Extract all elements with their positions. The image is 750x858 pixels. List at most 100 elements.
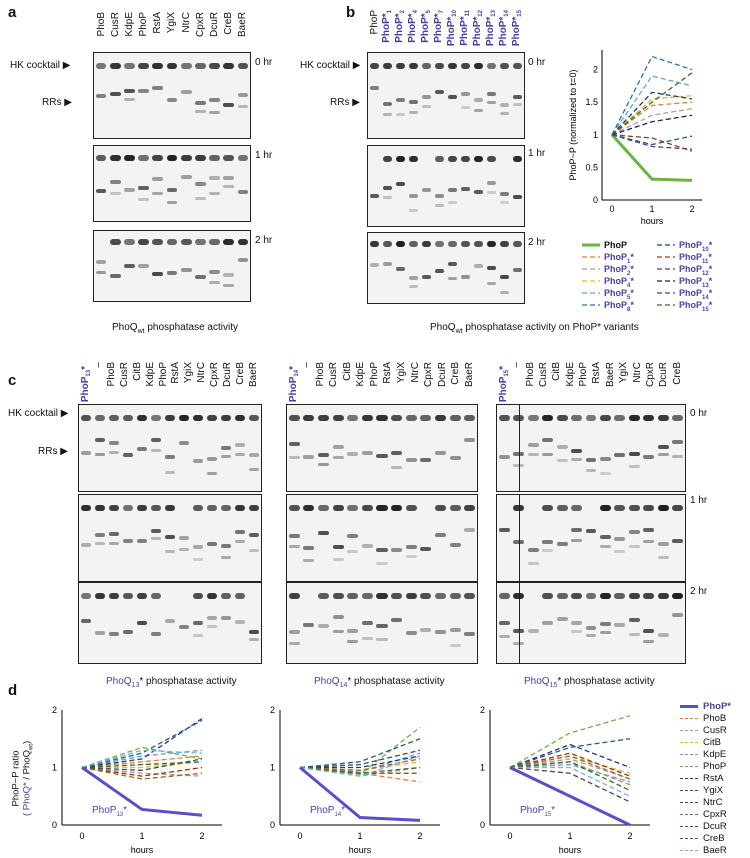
gel-band	[473, 108, 484, 112]
gel-band	[152, 86, 164, 91]
gel-band	[405, 505, 417, 512]
panel-d-legend: PhoP* PhoB CusR CitB KdpE PhoP RstA YgiX NtrC Cpx…	[680, 700, 750, 856]
gel-band	[512, 103, 523, 107]
gel-band	[150, 528, 162, 533]
gel-band	[513, 415, 525, 422]
lane-label: RstA	[170, 362, 182, 384]
legend-swatch	[680, 765, 698, 767]
gel-band	[499, 241, 510, 248]
gel-band	[527, 452, 539, 456]
gel-band	[209, 176, 220, 181]
rr-series-line-10	[299, 766, 421, 774]
lane-label: PhoP*1	[380, 10, 393, 43]
legend-label: PhoP2*	[604, 264, 634, 277]
chart-annotation: PhoP15*	[520, 805, 555, 818]
gel-band	[223, 185, 235, 189]
lane-label: CusR	[109, 12, 121, 38]
panel-b-time-1: 1 hr	[528, 148, 546, 159]
gel-band	[614, 505, 626, 512]
gel-band	[150, 592, 162, 599]
gel-band	[223, 239, 235, 246]
lane-label: DcuR	[208, 12, 220, 38]
lane-label: PhoP*4	[406, 10, 419, 43]
gel-band	[395, 266, 406, 271]
series-line-11	[611, 72, 693, 136]
gel-band	[498, 592, 510, 599]
gel-band	[138, 198, 149, 202]
legend-label: CitB	[703, 736, 721, 748]
gel-band	[657, 592, 669, 599]
panel-c-gel-0-t1	[78, 494, 262, 582]
lane-label: PhoB	[95, 12, 107, 37]
gel-band	[138, 89, 149, 94]
gel-band	[164, 534, 176, 539]
gel-band	[317, 592, 330, 599]
gel-band	[391, 592, 403, 599]
gel-band	[138, 63, 149, 70]
gel-band	[138, 263, 149, 268]
legend-label: PhoP1*	[604, 252, 634, 265]
gel-band	[434, 505, 446, 512]
gel-band	[657, 633, 669, 638]
gel-band	[405, 457, 417, 462]
gel-band	[194, 239, 206, 246]
panel-b-time-2: 2 hr	[528, 237, 546, 248]
rr-series-line-11	[81, 749, 203, 769]
gel-band	[136, 446, 148, 451]
x-axis-label: hours	[131, 845, 154, 855]
x-tick-label: 0	[507, 831, 512, 841]
gel-band	[599, 545, 611, 549]
gel-band	[657, 556, 669, 560]
gel-band	[486, 281, 497, 285]
gel-band	[95, 94, 107, 99]
lane-label: NtrC	[631, 362, 643, 383]
gel-band	[150, 536, 162, 540]
panel-a-rr-label: RRs ▶	[42, 97, 72, 108]
gel-band	[599, 456, 611, 461]
gel-band	[136, 505, 148, 512]
gel-band	[486, 63, 497, 70]
lane-label: –	[92, 362, 104, 368]
gel-band	[220, 446, 232, 451]
chart-annotation: PhoP13*	[92, 805, 127, 818]
lane-label: PhoB	[105, 362, 117, 387]
lane-label: –	[301, 362, 313, 368]
y-tick-label: 1	[52, 763, 57, 773]
gel-band	[499, 63, 510, 70]
gel-band	[303, 454, 315, 459]
gel-band	[136, 592, 148, 599]
gel-band	[94, 438, 106, 443]
gel-band	[124, 264, 135, 269]
legend-item: PhoB	[680, 712, 750, 724]
gel-band	[408, 276, 419, 281]
lane-label: CpxR	[644, 362, 656, 388]
gel-band	[220, 455, 232, 458]
gel-band	[332, 415, 344, 422]
gel-band	[164, 455, 176, 460]
gel-band	[237, 63, 249, 70]
x-tick-label: 0	[79, 831, 84, 841]
rr-series-line-9	[81, 719, 203, 769]
gel-band	[361, 415, 373, 422]
lane-label: YgiX	[166, 12, 178, 34]
gel-band	[192, 458, 204, 463]
x-tick-label: 0	[297, 831, 302, 841]
rr-series-line-1	[509, 758, 631, 780]
gel-band	[209, 269, 220, 274]
gel-band	[95, 260, 107, 265]
gel-band	[317, 452, 330, 457]
legend-item: BaeR	[680, 844, 750, 856]
rr-series-line-11	[299, 755, 421, 777]
panel-d-chart-14: 0 1 2 0 1 2 hours PhoP14*	[270, 705, 440, 855]
gel-band	[80, 451, 92, 456]
panel-d-chart-13: 0 1 2 0 1 2 hours PhoP13*	[52, 705, 222, 855]
gel-band	[464, 438, 476, 443]
lane-label: PhoP	[578, 362, 590, 387]
gel-band	[585, 592, 597, 599]
gel-band	[164, 471, 176, 475]
gel-band	[361, 450, 373, 455]
lane-label: NtrC	[180, 12, 192, 33]
gel-band	[288, 456, 300, 460]
gel-band	[288, 415, 300, 422]
gel-band	[556, 541, 568, 546]
